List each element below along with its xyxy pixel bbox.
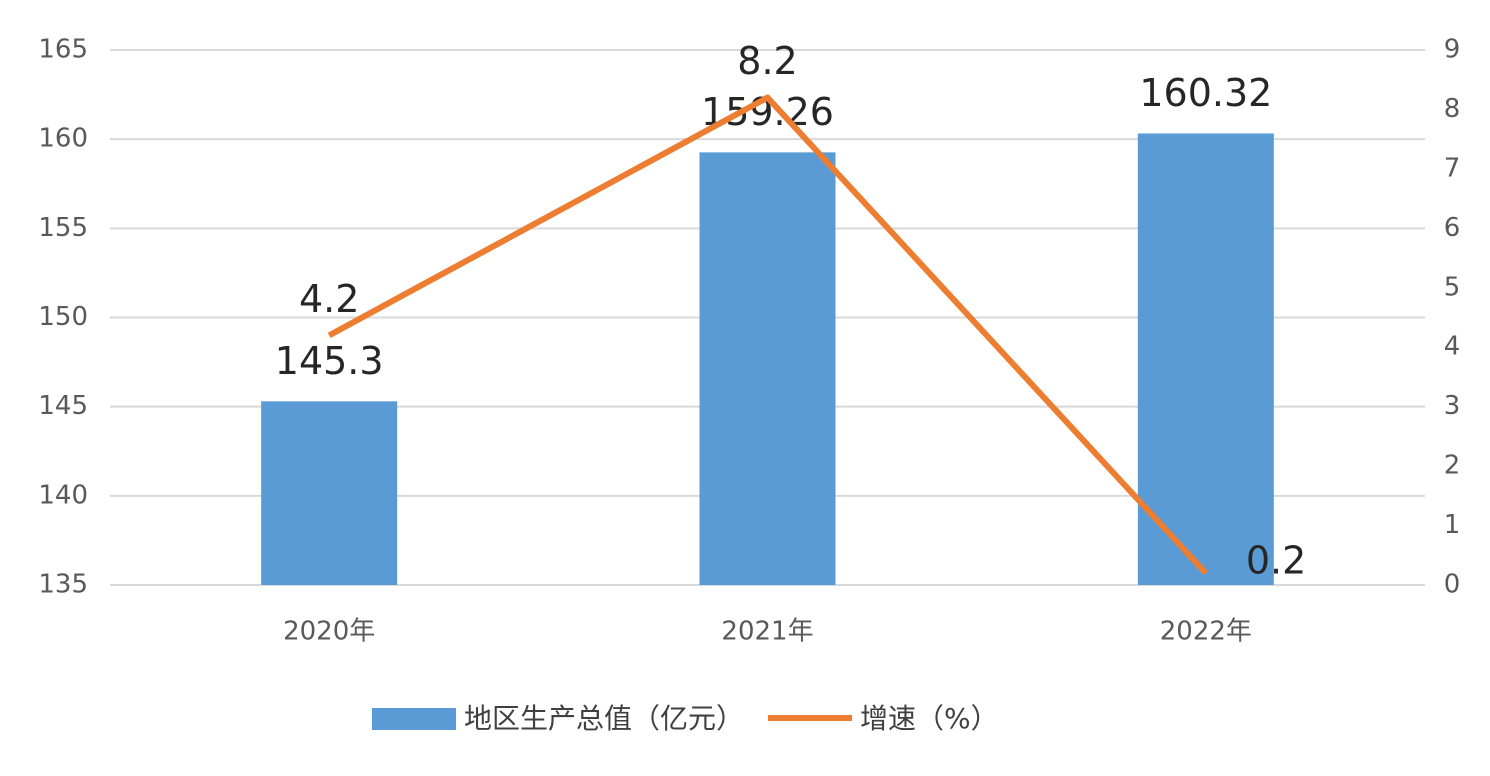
y2-tick-label: 4 — [1444, 332, 1461, 362]
y-tick-label: 140 — [38, 480, 88, 510]
value-label: 4.2 — [299, 277, 359, 321]
x-tick-label: 2022年 — [1160, 617, 1252, 647]
value-label: 8.2 — [737, 39, 797, 83]
y2-tick-label: 5 — [1444, 272, 1461, 302]
line — [327, 94, 1209, 576]
value-label: 0.2 — [1246, 539, 1306, 583]
y2-tick-label: 8 — [1444, 94, 1461, 124]
legend-label: 地区生产总值（亿元） — [464, 702, 744, 735]
x-tick-label: 2021年 — [721, 617, 813, 647]
value-label: 145.3 — [275, 339, 384, 383]
bar — [699, 152, 836, 585]
y2-tick-label: 3 — [1444, 391, 1461, 421]
y-tick-label: 145 — [38, 391, 88, 421]
y-tick-label: 155 — [38, 213, 88, 243]
legend-swatch — [372, 708, 456, 730]
y2-tick-label: 0 — [1444, 570, 1461, 600]
y2-tick-label: 1 — [1444, 510, 1461, 540]
y-tick-label: 150 — [38, 302, 88, 332]
bar — [1137, 133, 1274, 585]
bar — [261, 401, 398, 585]
y-tick-label: 165 — [38, 35, 88, 65]
y2-tick-label: 7 — [1444, 153, 1461, 183]
y2-tick-label: 9 — [1444, 35, 1461, 65]
value-label: 160.32 — [1139, 71, 1272, 115]
y2-tick-label: 2 — [1444, 451, 1461, 481]
y-tick-label: 160 — [38, 124, 88, 154]
y-tick-label: 135 — [38, 570, 88, 600]
legend-label: 增速（%） — [860, 702, 999, 735]
y2-tick-label: 6 — [1444, 213, 1461, 243]
x-tick-label: 2020年 — [283, 617, 375, 647]
